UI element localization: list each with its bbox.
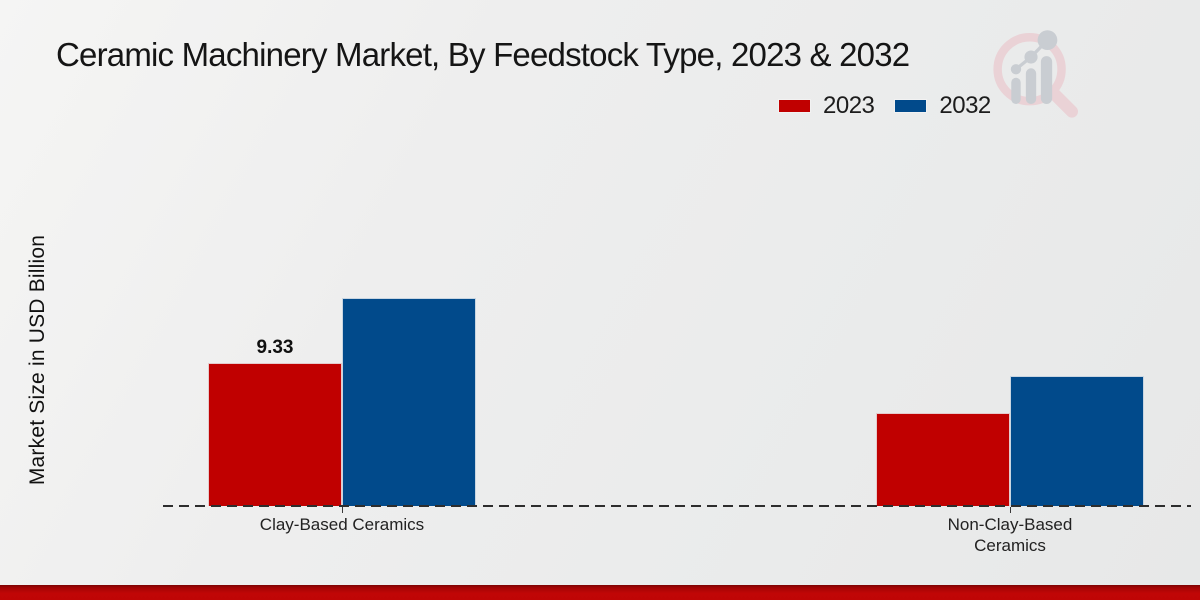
legend-label: 2032 [939,92,991,119]
bar-value-label: 9.33 [256,337,294,358]
bar-2032-clay-based-ceramics [342,298,476,506]
bar-2023-non-clay-based-ceramics [876,413,1010,506]
bottom-accent-bar [0,585,1200,600]
bar-2023-clay-based-ceramics [208,363,342,506]
chart-title: Ceramic Machinery Market, By Feedstock T… [56,36,910,73]
brand-logo-magnifier-chart-icon [993,30,1079,118]
legend-swatch-2023 [778,99,811,113]
legend-item-2023: 2023 [778,92,875,120]
x-axis-tick [342,507,343,513]
x-axis-category-label: Clay-Based Ceramics [259,515,425,534]
x-axis-dashed-baseline [163,505,1191,507]
legend-item-2032: 2032 [894,92,991,120]
legend: 2023 2032 [778,92,991,120]
legend-swatch-2032 [894,99,928,113]
x-axis-category-label: Non-Clay-Based Ceramics [947,515,1073,555]
legend-label: 2023 [823,92,875,119]
bar-2032-non-clay-based-ceramics [1010,376,1144,506]
x-axis-tick [1010,507,1011,513]
